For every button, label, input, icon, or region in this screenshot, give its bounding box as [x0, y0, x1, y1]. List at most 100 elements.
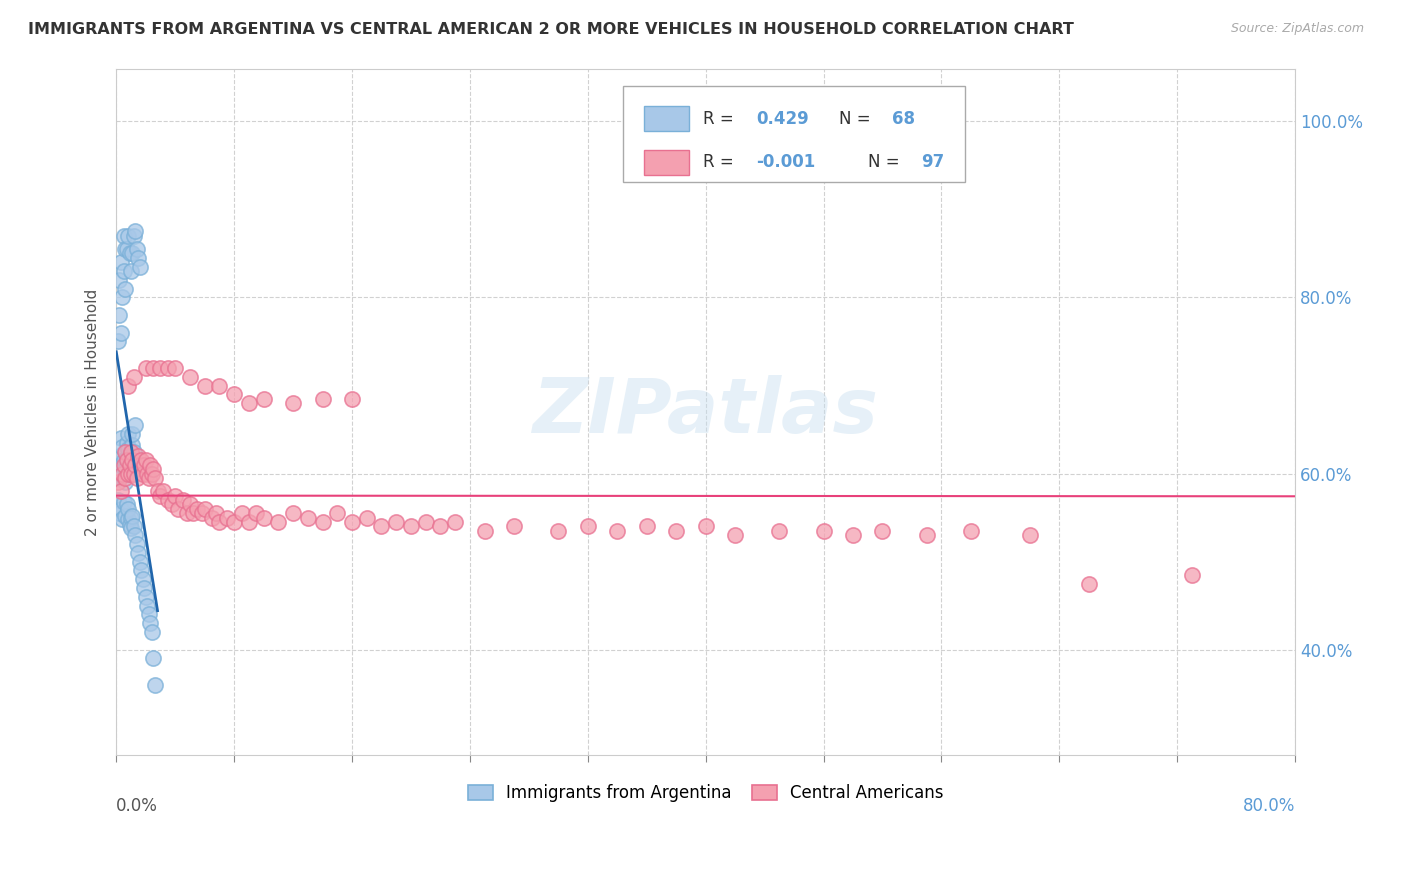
- Point: [114, 471, 136, 485]
- Point: [121, 426, 143, 441]
- Point: [415, 515, 437, 529]
- Point: [110, 326, 132, 340]
- Point: [114, 475, 136, 490]
- Point: [179, 497, 201, 511]
- Point: [122, 228, 145, 243]
- Point: [128, 458, 150, 472]
- Point: [115, 242, 138, 256]
- Point: [176, 506, 198, 520]
- Point: [142, 462, 165, 476]
- Point: [326, 506, 349, 520]
- Point: [842, 528, 865, 542]
- Point: [117, 426, 139, 441]
- Text: 80.0%: 80.0%: [1243, 797, 1295, 814]
- Point: [474, 524, 496, 538]
- Point: [115, 450, 138, 465]
- Point: [503, 519, 526, 533]
- Point: [136, 467, 159, 481]
- Point: [156, 360, 179, 375]
- Point: [194, 378, 217, 392]
- Point: [224, 515, 246, 529]
- Point: [1018, 528, 1040, 542]
- Point: [117, 467, 139, 481]
- Point: [636, 519, 658, 533]
- Point: [915, 528, 938, 542]
- Point: [281, 506, 304, 520]
- Bar: [644, 106, 689, 131]
- Point: [208, 378, 231, 392]
- Point: [107, 475, 129, 490]
- Point: [124, 458, 146, 472]
- Point: [152, 484, 174, 499]
- Point: [149, 489, 172, 503]
- Y-axis label: 2 or more Vehicles in Household: 2 or more Vehicles in Household: [86, 288, 100, 535]
- Point: [356, 510, 378, 524]
- Point: [172, 493, 194, 508]
- Point: [114, 242, 136, 256]
- Text: ZIPatlas: ZIPatlas: [533, 375, 879, 449]
- Point: [238, 396, 260, 410]
- Point: [724, 528, 747, 542]
- Point: [125, 242, 148, 256]
- Point: [1181, 567, 1204, 582]
- Point: [311, 392, 333, 406]
- Point: [186, 501, 208, 516]
- Point: [606, 524, 628, 538]
- Point: [167, 501, 190, 516]
- Point: [139, 458, 162, 472]
- Point: [141, 625, 163, 640]
- Point: [108, 308, 131, 322]
- Point: [118, 246, 141, 260]
- Point: [134, 581, 156, 595]
- Point: [124, 528, 146, 542]
- Point: [117, 228, 139, 243]
- Point: [112, 453, 135, 467]
- Point: [138, 471, 160, 485]
- Point: [120, 510, 142, 524]
- Text: R =: R =: [703, 110, 740, 128]
- Point: [117, 501, 139, 516]
- Point: [115, 435, 138, 450]
- Text: R =: R =: [703, 153, 740, 171]
- Point: [208, 515, 231, 529]
- Point: [127, 546, 149, 560]
- Point: [122, 519, 145, 533]
- Point: [120, 521, 142, 535]
- Point: [135, 590, 157, 604]
- Point: [114, 444, 136, 458]
- Point: [121, 246, 143, 260]
- Point: [120, 467, 142, 481]
- Point: [311, 515, 333, 529]
- Text: 0.429: 0.429: [756, 110, 808, 128]
- Bar: [644, 150, 689, 175]
- Point: [117, 512, 139, 526]
- Point: [134, 458, 156, 472]
- Point: [179, 369, 201, 384]
- Point: [120, 264, 142, 278]
- Point: [114, 508, 136, 523]
- Point: [252, 510, 274, 524]
- Point: [128, 555, 150, 569]
- Point: [122, 467, 145, 481]
- Point: [125, 537, 148, 551]
- Point: [112, 228, 135, 243]
- Point: [121, 453, 143, 467]
- Point: [108, 449, 131, 463]
- Point: [340, 392, 363, 406]
- Point: [141, 467, 163, 481]
- Legend: Immigrants from Argentina, Central Americans: Immigrants from Argentina, Central Ameri…: [461, 778, 950, 809]
- Point: [128, 260, 150, 274]
- Point: [124, 418, 146, 433]
- Point: [111, 467, 134, 481]
- Point: [114, 462, 136, 476]
- Point: [695, 519, 717, 533]
- Text: N =: N =: [869, 153, 905, 171]
- Point: [132, 467, 155, 481]
- Point: [252, 392, 274, 406]
- Point: [112, 458, 135, 472]
- Point: [111, 468, 134, 483]
- Point: [117, 378, 139, 392]
- Point: [131, 453, 153, 467]
- Point: [156, 493, 179, 508]
- Point: [813, 524, 835, 538]
